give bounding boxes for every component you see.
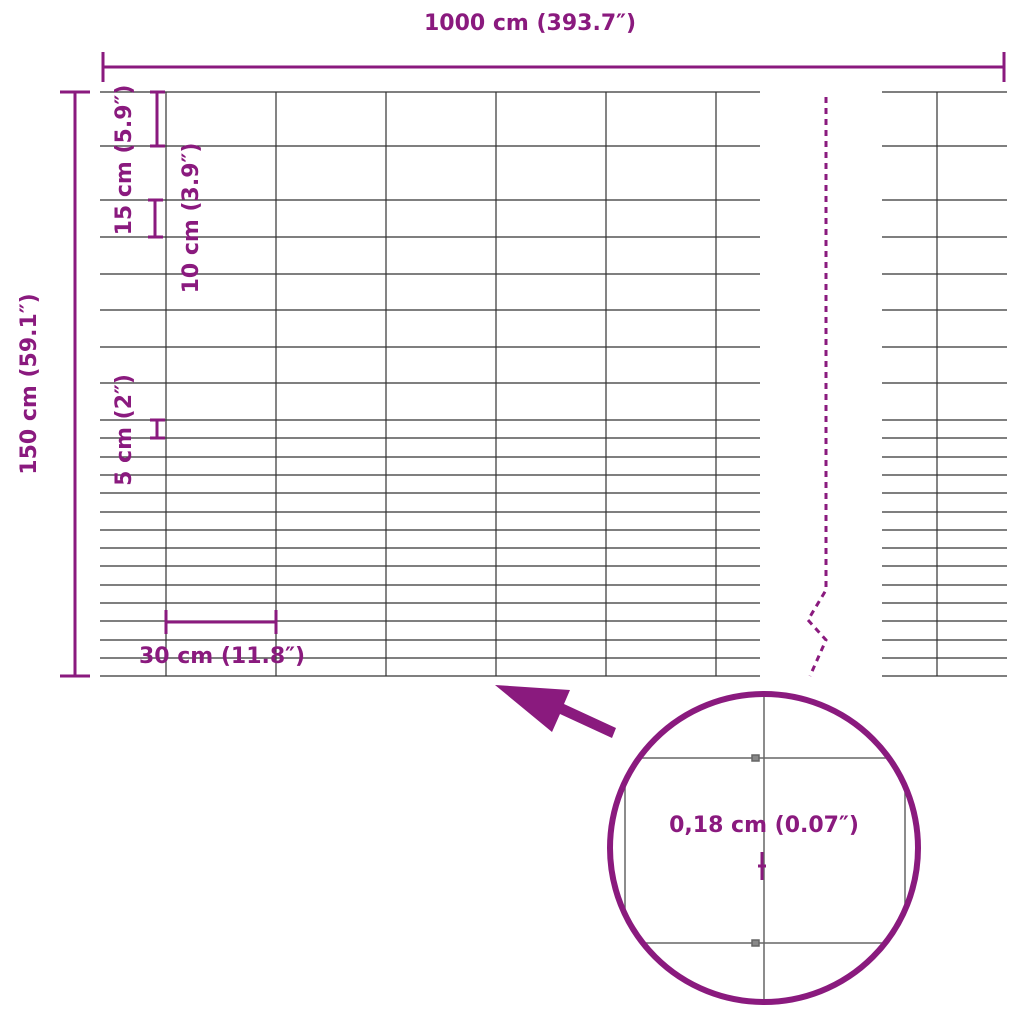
arrow	[495, 685, 616, 738]
height-label: 150 cm (59.1″)	[17, 293, 42, 474]
middle-spacing-label: 10 cm (3.9″)	[179, 143, 204, 294]
top-spacing-label: 15 cm (5.9″)	[112, 85, 137, 236]
bottom-spacing-label: 5 cm (2″)	[112, 374, 137, 486]
dimension-lines	[60, 52, 1006, 880]
wire-label: 0,18 cm (0.07″)	[669, 813, 859, 838]
fence-mesh	[100, 91, 1007, 677]
mesh-width-label: 30 cm (11.8″)	[139, 644, 305, 669]
zoom-mesh	[612, 696, 916, 1000]
width-label: 1000 cm (393.7″)	[424, 11, 636, 36]
zoom-circle	[607, 691, 921, 1005]
